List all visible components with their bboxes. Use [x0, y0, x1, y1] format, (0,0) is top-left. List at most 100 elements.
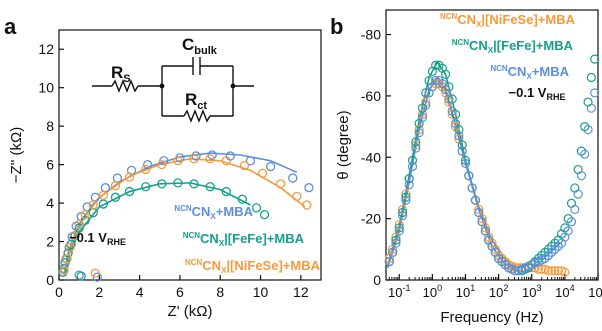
data-point-b-nifese [447, 109, 457, 119]
panel-a-ytick-label: 6 [46, 157, 54, 173]
legend-b-fefe: NCNCNX|[FeFe]+MBA [452, 38, 574, 55]
data-point-b-nifese [547, 266, 557, 276]
data-point-b-mba [583, 125, 593, 135]
data-point-b-mba [417, 112, 428, 122]
data-point-a-mba [288, 173, 298, 183]
data-point-b-mba [384, 256, 394, 267]
panel-b-xtick-label: 101 [456, 283, 475, 300]
data-point-b-fefe [404, 174, 414, 184]
data-point-b-fefe [391, 235, 401, 245]
data-point-b-fefe [434, 60, 444, 70]
data-point-a-nifese [88, 200, 98, 210]
data-point-b-mba [444, 94, 454, 104]
panel-b-label: b [330, 14, 343, 39]
panel-b-ylabel: θ (degree) [335, 110, 352, 179]
data-point-b-mba [460, 158, 471, 169]
rs-label: RS [111, 63, 131, 85]
data-point-b-mba [573, 189, 583, 199]
legend-a-fefe: NCNCNX|[FeFe]+MBA [183, 231, 305, 248]
data-point-b-mba [470, 195, 481, 205]
data-point-b-fefe [543, 244, 553, 254]
data-point-b-mba [540, 253, 550, 264]
legend-a-nifese: NCNCNX|[NiFeSe]+MBA [185, 258, 321, 275]
data-point-a-mba [112, 173, 123, 183]
data-point-b-mba [401, 195, 411, 205]
panel-b-xtick-label: 10-1 [388, 283, 410, 300]
data-point-b-mba [457, 146, 467, 156]
data-point-b-fefe [411, 137, 421, 147]
data-point-a-fefe [110, 192, 121, 202]
data-point-b-mba [477, 217, 487, 227]
data-point-b-mba [441, 85, 451, 95]
data-point-b-fefe [583, 97, 593, 107]
data-point-a-mba [126, 165, 137, 176]
data-point-a-fefe [237, 194, 248, 204]
data-point-a-nifese [65, 242, 75, 252]
data-point-b-nifese [537, 264, 547, 274]
panel-b-points [384, 54, 600, 277]
data-point-b-fefe [563, 214, 573, 224]
data-point-a-nifese [302, 200, 312, 210]
data-point-b-mba [580, 149, 590, 159]
legend-b-mba: NCNCNX+MBA [490, 64, 569, 81]
panel-a-xtick-label: 2 [95, 284, 103, 300]
panel-b-fit-lines [386, 60, 519, 272]
data-point-a-nifese [69, 231, 79, 241]
data-point-a-mba [304, 183, 314, 193]
data-point-b-mba [586, 103, 596, 113]
panel-b-ticks: 10-1 100 101 102 103 104 105 0 -20 -40 -60 -80 [361, 27, 602, 300]
data-point-b-nifese [560, 267, 570, 277]
data-point-b-fefe [573, 164, 583, 175]
data-point-b-fefe [540, 247, 550, 257]
data-point-b-nifese [553, 266, 563, 276]
panel-a: a 0 2 4 6 8 10 12 0 2 4 6 8 10 12 Z' (kΩ) −Z'' (kΩ) R… [4, 14, 322, 320]
panel-b-legend: NCNCNX|[NiFeSe]+MBA NCNCNX|[FeFe]+MBA NC… [440, 12, 576, 81]
data-point-b-fefe [401, 192, 411, 202]
data-point-b-mba [553, 241, 563, 251]
data-point-a-fefe [98, 199, 108, 209]
data-point-b-mba [550, 244, 560, 254]
panel-a-ytick-label: 2 [46, 234, 54, 250]
data-point-b-mba [500, 260, 510, 270]
data-point-a-fefe [251, 203, 262, 213]
data-point-a-nifese [80, 209, 90, 220]
data-point-a-nifese [90, 268, 100, 278]
panel-a-xtick-label: 10 [253, 284, 269, 300]
data-point-b-mba [543, 250, 553, 261]
data-point-b-mba [510, 266, 520, 276]
data-point-a-nifese [189, 154, 199, 164]
data-point-a-mba [143, 159, 153, 170]
data-point-a-fefe [205, 182, 215, 192]
data-point-b-mba [450, 118, 461, 129]
data-point-b-fefe [560, 223, 570, 233]
data-point-a-nifese [173, 156, 183, 166]
data-point-b-mba [434, 75, 444, 86]
legend-a-mba: NCNCNX+MBA [174, 204, 253, 221]
data-point-b-mba [404, 180, 414, 190]
data-point-b-fefe [394, 223, 404, 233]
data-point-a-fefe [76, 271, 86, 281]
rs-resistor [111, 79, 139, 93]
data-point-b-mba [388, 247, 398, 257]
data-point-a-nifese [205, 154, 215, 164]
panel-a-xtick-label: 12 [293, 284, 309, 300]
panel-b-ytick-label: -80 [361, 27, 381, 43]
panel-b-frame [385, 9, 599, 281]
data-point-a-mba [90, 192, 100, 202]
data-point-a-fefe [63, 248, 73, 258]
data-point-a-fefe [173, 178, 183, 188]
data-point-b-fefe [397, 207, 408, 218]
data-point-b-fefe [441, 69, 451, 80]
equivalent-circuit [92, 57, 254, 123]
data-point-b-mba [590, 88, 600, 98]
data-point-b-fefe [407, 155, 418, 165]
panel-b-xtick-label: 105 [588, 283, 602, 300]
panel-b-xtick-label: 100 [423, 283, 442, 300]
data-point-a-mba [100, 183, 111, 193]
data-point-b-fefe [547, 241, 557, 251]
data-point-a-nifese [221, 156, 231, 166]
data-point-a-fefe [124, 186, 135, 197]
panel-a-ytick-label: 4 [46, 195, 54, 211]
data-point-b-nifese [411, 140, 421, 150]
